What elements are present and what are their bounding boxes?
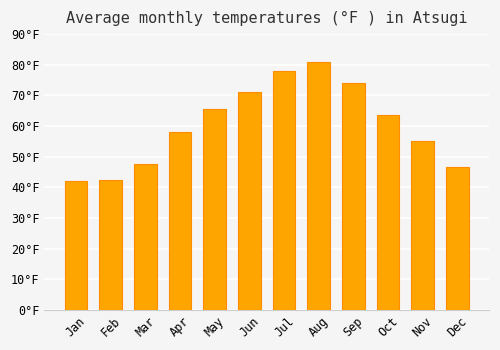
Bar (134, 164, 156, 310)
Bar (100, 180, 122, 310)
Title: Average monthly temperatures (°F ) in Atsugi: Average monthly temperatures (°F ) in At… (66, 11, 468, 26)
Bar (238, 92, 260, 310)
Bar (412, 141, 434, 310)
Bar (272, 71, 295, 310)
Bar (308, 62, 330, 310)
Bar (204, 109, 226, 310)
Bar (342, 83, 364, 310)
Bar (64, 181, 87, 310)
Bar (168, 132, 192, 310)
Bar (446, 167, 468, 310)
Bar (377, 116, 400, 310)
